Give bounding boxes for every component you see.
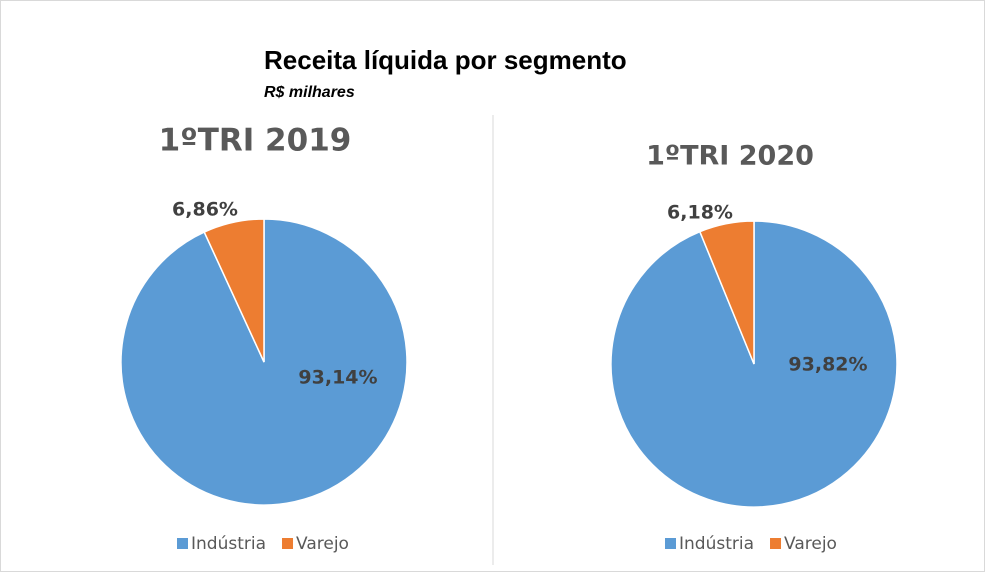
chart-title: 1ºTRI 2020 bbox=[646, 141, 814, 172]
legend-swatch bbox=[665, 538, 676, 549]
legend-label: Varejo bbox=[784, 534, 837, 554]
page-title: Receita líquida por segmento bbox=[264, 45, 627, 75]
page-subtitle: R$ milhares bbox=[264, 84, 355, 101]
pie-slice bbox=[698, 220, 755, 365]
chart-title: 1ºTRI 2019 bbox=[159, 123, 352, 159]
legend-label: Indústria bbox=[191, 534, 266, 554]
data-label: 6,86% bbox=[172, 199, 238, 221]
legend-swatch bbox=[177, 538, 188, 549]
legend-label: Indústria bbox=[679, 534, 754, 554]
data-label: 93,82% bbox=[788, 354, 867, 376]
legend-label: Varejo bbox=[296, 534, 349, 554]
legend-swatch bbox=[770, 538, 782, 549]
legend-swatch bbox=[282, 538, 294, 549]
data-label: 6,18% bbox=[667, 202, 733, 224]
data-label: 93,14% bbox=[298, 367, 377, 389]
pie-slice bbox=[203, 218, 265, 363]
